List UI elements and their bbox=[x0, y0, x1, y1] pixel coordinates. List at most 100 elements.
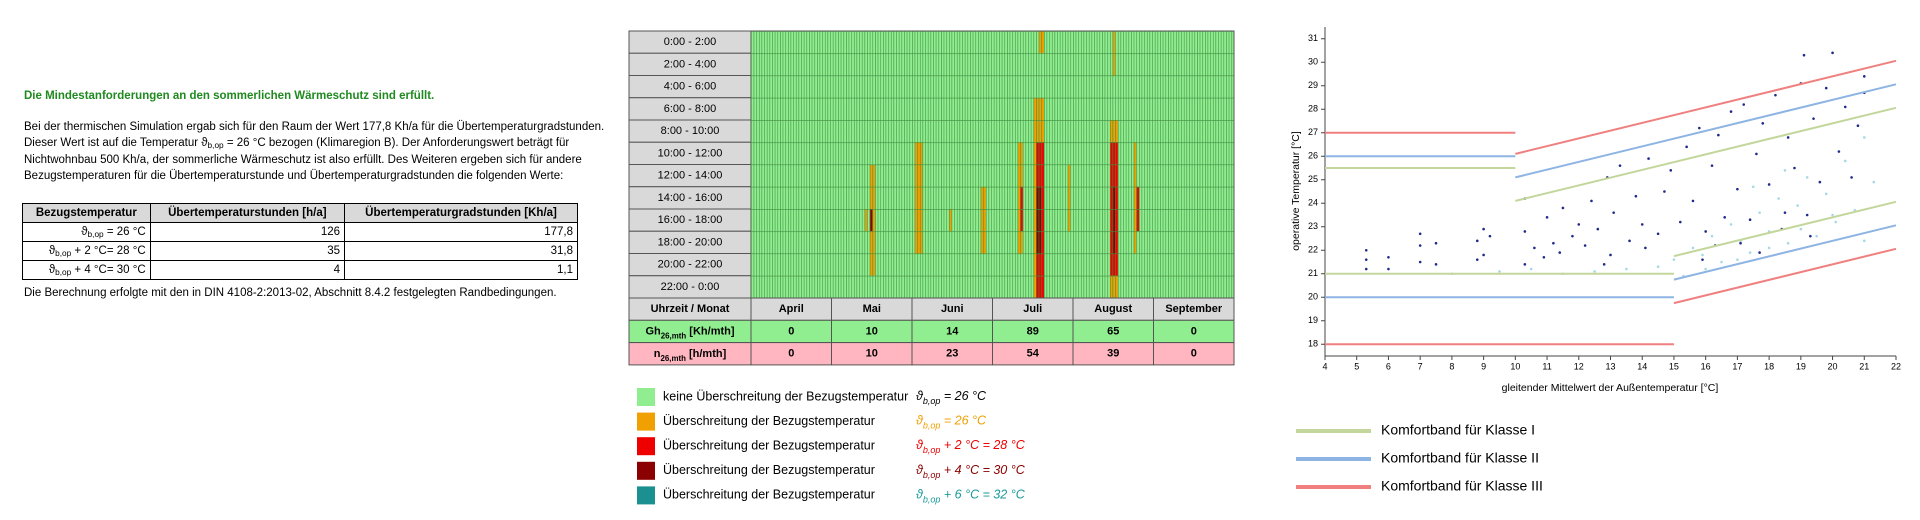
result-table: Bezugstemperatur Übertemperaturstunden [h… bbox=[22, 203, 578, 280]
text-pre: Dieser Wert ist auf die Temperatur ϑ bbox=[24, 137, 208, 150]
data-point bbox=[1488, 234, 1492, 238]
paragraph-line: Bei der thermischen Simulation ergab sic… bbox=[24, 121, 605, 133]
table-row-label: n26,mth [h/mth] bbox=[654, 348, 727, 363]
table-value: 14 bbox=[946, 325, 959, 337]
data-point bbox=[1815, 234, 1818, 238]
row-label: 10:00 - 12:00 bbox=[658, 147, 723, 159]
month-label: September bbox=[1165, 303, 1223, 315]
y-tick-label: 24 bbox=[1308, 198, 1318, 208]
data-point bbox=[1482, 227, 1485, 231]
table-value: 0 bbox=[788, 325, 794, 337]
data-point bbox=[1475, 258, 1479, 261]
x-tick-label: 17 bbox=[1732, 361, 1742, 371]
data-point bbox=[1644, 246, 1647, 250]
text-sub: 26,mth bbox=[661, 331, 687, 340]
legend-label: Überschreitung der Bezugstemperatur bbox=[663, 463, 875, 477]
legend-label: Überschreitung der Bezugstemperatur bbox=[663, 438, 875, 452]
table-cell: 4 bbox=[149, 260, 346, 280]
text-sub: b,op bbox=[87, 230, 104, 240]
x-tick-label: 12 bbox=[1574, 361, 1584, 371]
data-point bbox=[1387, 267, 1390, 271]
data-point bbox=[1647, 157, 1650, 160]
x-axis-label: gleitender Mittelwert der Außentemperatu… bbox=[1502, 382, 1719, 394]
row-label: 4:00 - 6:00 bbox=[664, 81, 717, 93]
text-post: + 4 °C= 30 °C bbox=[71, 264, 146, 276]
data-point bbox=[1669, 169, 1673, 172]
data-point bbox=[1761, 122, 1765, 125]
data-point bbox=[1739, 241, 1742, 245]
table-value: 0 bbox=[1191, 325, 1197, 337]
data-point bbox=[1710, 234, 1714, 238]
data-point bbox=[1802, 53, 1806, 57]
data-point bbox=[1783, 211, 1787, 214]
data-point bbox=[1736, 258, 1739, 261]
y-tick-label: 19 bbox=[1308, 315, 1318, 325]
text-pre: ϑ bbox=[916, 438, 924, 452]
data-point bbox=[1577, 223, 1581, 226]
comfort-band-line bbox=[1673, 224, 1897, 281]
data-point bbox=[1533, 246, 1536, 250]
text-post: + 2 °C = 28 °C bbox=[940, 438, 1025, 452]
data-point bbox=[1634, 194, 1638, 198]
text-sub: b,op bbox=[207, 141, 224, 151]
text-pre: ϑ bbox=[48, 245, 56, 257]
y-tick-label: 22 bbox=[1308, 245, 1318, 255]
data-point bbox=[1656, 232, 1660, 236]
data-point bbox=[1523, 230, 1527, 233]
data-point bbox=[1561, 206, 1565, 210]
data-point bbox=[1742, 103, 1746, 106]
x-tick-label: 15 bbox=[1669, 361, 1679, 371]
table-row: ϑb,op = 26 °C 126 177,8 bbox=[22, 222, 578, 242]
text-sub: 26,mth bbox=[660, 353, 686, 362]
x-tick-label: 14 bbox=[1637, 361, 1647, 371]
data-point bbox=[1672, 258, 1676, 261]
text-post: = 26 °C bbox=[940, 414, 987, 428]
legend-swatch bbox=[637, 461, 655, 480]
legend-label: Komfortband für Klasse I bbox=[1381, 422, 1535, 438]
legend-swatch bbox=[637, 412, 655, 431]
heatmap-grid bbox=[751, 31, 1234, 298]
data-point bbox=[1701, 258, 1704, 261]
text-post: + 2 °C= 28 °C bbox=[71, 245, 146, 257]
data-point bbox=[1824, 192, 1828, 196]
data-point bbox=[1758, 251, 1761, 254]
y-tick-label: 27 bbox=[1308, 127, 1318, 137]
data-point bbox=[1786, 136, 1790, 139]
text-sub: b,op bbox=[923, 396, 941, 406]
data-point bbox=[1640, 223, 1644, 226]
x-tick-label: 11 bbox=[1542, 361, 1551, 371]
legend-formula: ϑb,op + 2 °C = 28 °C bbox=[916, 438, 1026, 455]
row-label: 6:00 - 8:00 bbox=[664, 103, 717, 115]
data-point bbox=[1850, 176, 1853, 179]
x-tick-label: 10 bbox=[1510, 361, 1520, 371]
legend-formula: ϑb,op = 26 °C bbox=[916, 414, 987, 431]
data-point bbox=[1628, 239, 1631, 243]
table-cell: 1,1 bbox=[344, 260, 578, 280]
paragraph-line: Nichtwohnbau 500 Kh/a, der sommerliche W… bbox=[24, 153, 582, 166]
text-pre: ϑ bbox=[81, 226, 88, 238]
data-point bbox=[1774, 93, 1777, 97]
data-point bbox=[1748, 218, 1752, 221]
x-tick-label: 21 bbox=[1859, 361, 1869, 371]
data-point bbox=[1704, 267, 1707, 271]
data-point bbox=[1748, 251, 1752, 254]
data-point bbox=[1529, 267, 1533, 271]
data-point bbox=[1793, 166, 1796, 170]
text-sub: b,op bbox=[55, 249, 72, 259]
text-pre: ϑ bbox=[48, 264, 56, 276]
text-post: [h/mth] bbox=[686, 348, 727, 360]
data-point bbox=[1691, 199, 1695, 203]
data-point bbox=[1602, 263, 1606, 266]
data-point bbox=[1583, 244, 1587, 247]
data-point bbox=[1704, 230, 1707, 233]
data-point bbox=[1475, 239, 1479, 243]
data-point bbox=[1831, 213, 1834, 217]
data-point bbox=[1862, 75, 1866, 78]
comfort-band-line bbox=[1515, 59, 1897, 155]
text-sub: b,op bbox=[923, 446, 941, 456]
table-value: 39 bbox=[1107, 348, 1119, 360]
text-pre: ϑ bbox=[916, 488, 924, 502]
document: Die Mindestanforderungen an den sommerli… bbox=[22, 0, 614, 520]
data-point bbox=[1720, 260, 1723, 264]
month-label: Mai bbox=[863, 303, 881, 315]
